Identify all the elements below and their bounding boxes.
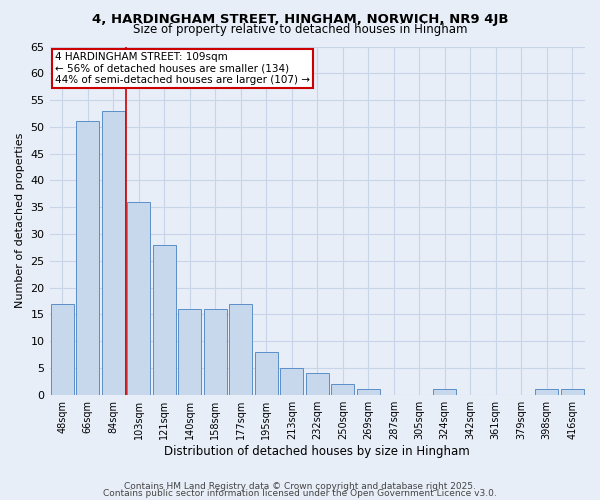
Bar [433, 390, 456, 394]
Bar [535, 390, 558, 394]
X-axis label: Distribution of detached houses by size in Hingham: Distribution of detached houses by size … [164, 444, 470, 458]
Bar [331, 384, 354, 394]
Bar [357, 390, 380, 394]
Y-axis label: Number of detached properties: Number of detached properties [15, 133, 25, 308]
Text: 4 HARDINGHAM STREET: 109sqm
← 56% of detached houses are smaller (134)
44% of se: 4 HARDINGHAM STREET: 109sqm ← 56% of det… [55, 52, 310, 85]
Text: 4, HARDINGHAM STREET, HINGHAM, NORWICH, NR9 4JB: 4, HARDINGHAM STREET, HINGHAM, NORWICH, … [92, 12, 508, 26]
Bar [306, 374, 329, 394]
Bar [51, 304, 74, 394]
Bar [127, 202, 150, 394]
Bar [178, 309, 201, 394]
Bar [280, 368, 303, 394]
Bar [561, 390, 584, 394]
Bar [76, 122, 99, 394]
Bar [229, 304, 252, 394]
Bar [153, 244, 176, 394]
Bar [102, 111, 125, 395]
Text: Size of property relative to detached houses in Hingham: Size of property relative to detached ho… [133, 22, 467, 36]
Text: Contains HM Land Registry data © Crown copyright and database right 2025.: Contains HM Land Registry data © Crown c… [124, 482, 476, 491]
Bar [255, 352, 278, 395]
Bar [204, 309, 227, 394]
Text: Contains public sector information licensed under the Open Government Licence v3: Contains public sector information licen… [103, 489, 497, 498]
